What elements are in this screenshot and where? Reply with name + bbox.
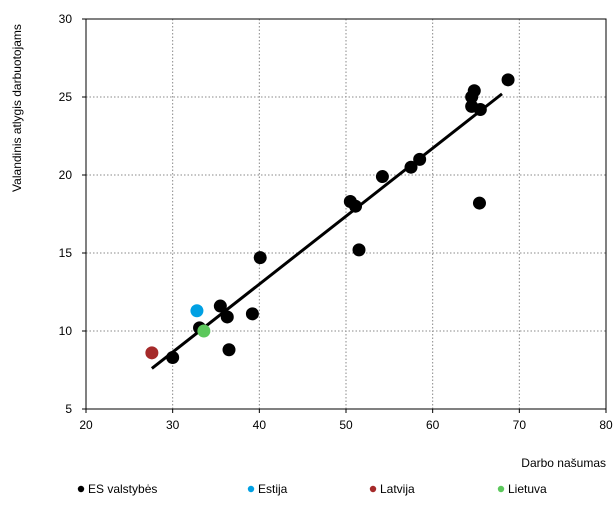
data-point-es-valstybės: [166, 351, 180, 365]
y-tick-label: 5: [65, 402, 72, 416]
y-tick-label: 15: [59, 246, 73, 260]
data-point-es-valstybės: [349, 199, 363, 213]
data-point-es-valstybės: [472, 196, 486, 210]
legend-item-lietuva: Lietuva: [497, 482, 547, 496]
x-tick-label: 70: [513, 418, 527, 432]
legend-label: Latvija: [380, 482, 415, 496]
legend-marker: [497, 485, 505, 493]
grid: [86, 19, 606, 409]
legend-item-estija: Estija: [247, 482, 288, 496]
data-point-es-valstybės: [253, 251, 267, 265]
data-point-latvija: [145, 346, 159, 360]
data-point-lietuva: [197, 324, 211, 338]
legend-marker: [247, 485, 255, 493]
data-points: [145, 73, 515, 365]
y-tick-label: 30: [59, 12, 73, 26]
x-tick-label: 20: [79, 418, 93, 432]
data-point-es-valstybės: [220, 310, 234, 324]
legend-label: Estija: [258, 482, 288, 496]
trendline-layer: [150, 92, 503, 370]
axes: [82, 18, 607, 413]
data-point-es-valstybės: [467, 84, 481, 98]
y-tick-label: 25: [59, 90, 73, 104]
x-tick-label: 80: [599, 418, 613, 432]
y-axis-title: Valandinis atlygis darbuotojams: [10, 24, 24, 192]
legend-marker: [77, 485, 85, 493]
data-point-es-valstybės: [501, 73, 515, 87]
trendline: [150, 92, 503, 370]
x-tick-label: 60: [426, 418, 440, 432]
data-point-es-valstybės: [404, 160, 418, 174]
data-point-es-valstybės: [375, 170, 389, 184]
legend-label: Lietuva: [508, 482, 547, 496]
data-point-es-valstybės: [222, 343, 236, 357]
x-tick-label: 40: [253, 418, 267, 432]
x-tick-label: 30: [166, 418, 180, 432]
data-point-es-valstybės: [213, 299, 227, 313]
data-point-estija: [190, 304, 204, 318]
legend-label: ES valstybės: [88, 482, 157, 496]
legend-item-es-valstybės: ES valstybės: [77, 482, 157, 496]
y-tick-label: 10: [59, 324, 73, 338]
y-tick-label: 20: [59, 168, 73, 182]
x-axis-title: Darbo našumas: [521, 456, 606, 470]
data-point-es-valstybės: [413, 152, 427, 166]
legend-marker: [369, 485, 377, 493]
data-point-es-valstybės: [473, 102, 487, 116]
x-tick-label: 50: [339, 418, 353, 432]
plot-frame: [85, 18, 607, 410]
data-point-es-valstybės: [245, 307, 259, 321]
tick-labels: 20 30 40 50 60 70 80 5 10 15 20 25 30: [59, 12, 613, 432]
data-point-es-valstybės: [352, 243, 366, 257]
legend: ES valstybės Estija Latvija Lietuva: [77, 482, 547, 496]
legend-item-latvija: Latvija: [369, 482, 415, 496]
